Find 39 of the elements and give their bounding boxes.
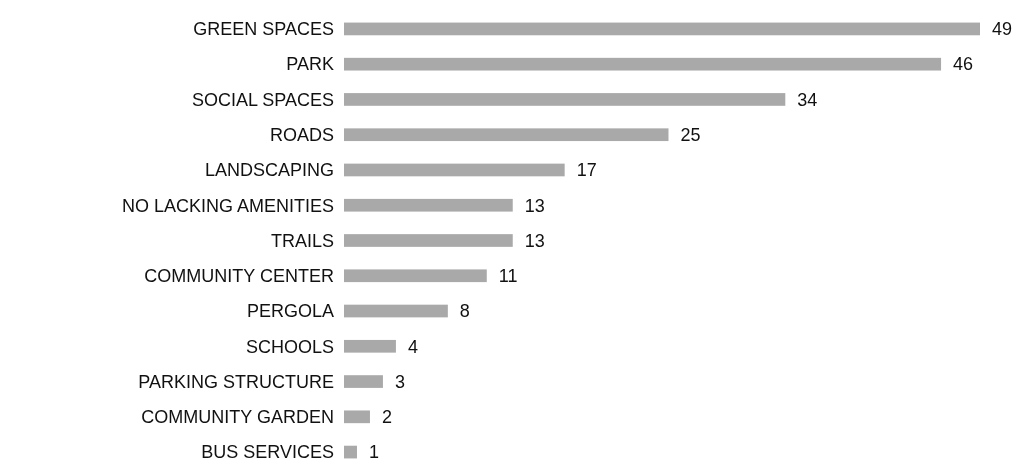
bar [344, 410, 370, 424]
bar [344, 57, 942, 71]
bar [344, 22, 980, 36]
data-label: 1 [368, 442, 379, 463]
y-tick-label: NO LACKING AMENITIES [121, 195, 334, 216]
bar [344, 163, 565, 177]
y-tick-label: PERGOLA [246, 301, 334, 322]
bar [344, 339, 396, 353]
data-label: 17 [576, 160, 597, 181]
y-tick-label: COMMUNITY GARDEN [141, 407, 334, 428]
y-tick-label: TRAILS [270, 230, 334, 251]
y-tick-label: ROADS [269, 125, 334, 146]
bar [344, 93, 786, 106]
y-tick-label: COMMUNITY CENTER [144, 266, 334, 287]
data-label: 13 [524, 230, 545, 251]
bar [344, 234, 513, 247]
data-label: 4 [407, 336, 418, 357]
data-label: 34 [797, 89, 818, 110]
data-label: 49 [992, 19, 1013, 40]
data-label: 46 [953, 54, 974, 75]
data-label: 2 [381, 407, 392, 428]
y-tick-label: PARK [286, 54, 334, 75]
data-label: 13 [524, 195, 545, 216]
data-label: 3 [394, 371, 405, 392]
y-tick-label: LANDSCAPING [204, 160, 334, 181]
y-tick-label: SCHOOLS [245, 336, 334, 357]
bar [344, 304, 448, 318]
bar [344, 445, 357, 459]
bar [344, 198, 513, 212]
bar [344, 128, 669, 142]
y-tick-label: GREEN SPACES [193, 19, 334, 40]
y-tick-label: SOCIAL SPACES [191, 89, 334, 110]
y-tick-label: PARKING STRUCTURE [138, 371, 334, 392]
y-tick-label: BUS SERVICES [201, 442, 334, 463]
data-label: 25 [680, 125, 701, 146]
data-label: 11 [498, 266, 518, 287]
data-label: 8 [459, 301, 470, 322]
bar [344, 375, 383, 388]
bar [344, 269, 487, 283]
